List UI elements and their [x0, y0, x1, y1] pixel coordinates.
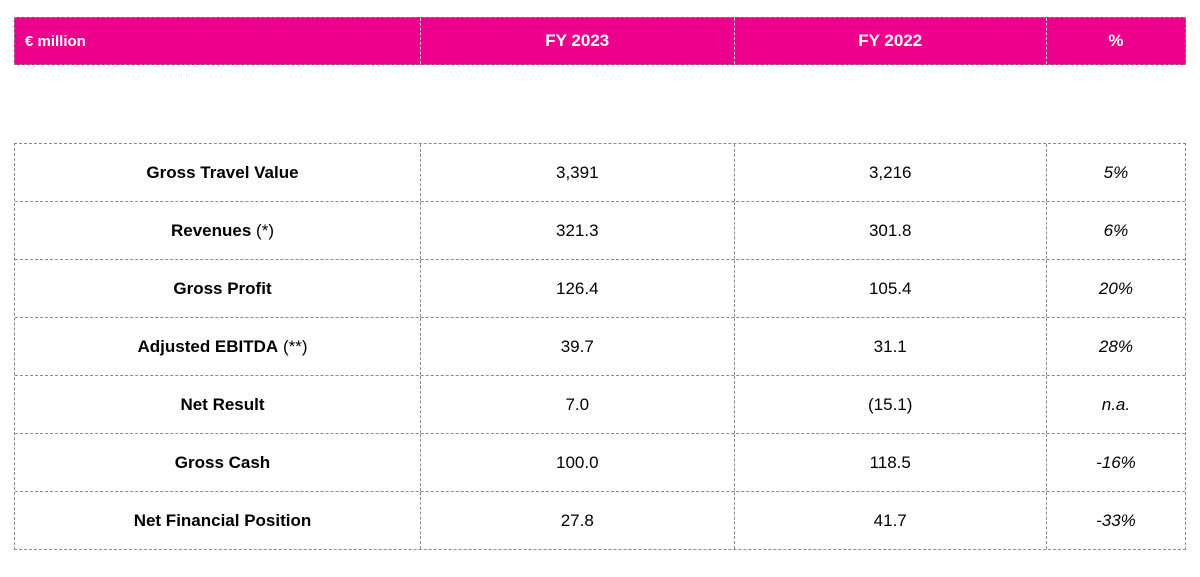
- fy2023-value: 39.7: [421, 318, 735, 375]
- row-label-cell: Net Result: [15, 376, 421, 433]
- fy2023-value: 100.0: [421, 434, 735, 491]
- fy2023-value: 126.4: [421, 260, 735, 317]
- fy2023-value: 321.3: [421, 202, 735, 259]
- table-row: Gross Profit 126.4 105.4 20%: [15, 260, 1185, 318]
- table-header-row: € million FY 2023 FY 2022 %: [14, 17, 1186, 65]
- table-row: Net Result 7.0 (15.1) n.a.: [15, 376, 1185, 434]
- row-label: Revenues: [170, 220, 252, 240]
- pct-value: 5%: [1103, 162, 1129, 182]
- column-header-pct: %: [1108, 31, 1124, 50]
- table-body: Gross Travel Value 3,391 3,216 5% Revenu…: [14, 143, 1186, 550]
- fy2023-value: 3,391: [421, 144, 735, 201]
- pct-value: 28%: [1098, 336, 1133, 356]
- header-body-spacer: [14, 65, 1186, 143]
- fy2022-value: 118.5: [735, 434, 1047, 491]
- table-row: Gross Travel Value 3,391 3,216 5%: [15, 144, 1185, 202]
- fy2022-value: (15.1): [735, 376, 1047, 433]
- table-row: Net Financial Position 27.8 41.7 -33%: [15, 492, 1185, 549]
- row-label: Net Financial Position: [133, 510, 312, 530]
- row-label: Gross Travel Value: [146, 162, 299, 182]
- row-label-cell: Revenues (*): [15, 202, 421, 259]
- pct-value: n.a.: [1101, 394, 1131, 414]
- pct-value: 20%: [1098, 278, 1133, 298]
- row-label-cell: Gross Profit: [15, 260, 421, 317]
- row-label: Net Result: [180, 394, 265, 414]
- row-label-note: (*): [251, 220, 274, 240]
- row-label-cell: Adjusted EBITDA (**): [15, 318, 421, 375]
- table-row: Gross Cash 100.0 118.5 -16%: [15, 434, 1185, 492]
- fy2023-value: 27.8: [421, 492, 735, 549]
- row-label-cell: Gross Travel Value: [15, 144, 421, 201]
- column-header-fy2023: FY 2023: [421, 18, 735, 64]
- pct-value: -33%: [1096, 510, 1136, 530]
- row-label: Adjusted EBITDA: [137, 336, 279, 356]
- fy2023-value: 7.0: [421, 376, 735, 433]
- fy2022-value: 41.7: [735, 492, 1047, 549]
- table-row: Revenues (*) 321.3 301.8 6%: [15, 202, 1185, 260]
- pct-value: -16%: [1096, 452, 1136, 472]
- table-row: Adjusted EBITDA (**) 39.7 31.1 28%: [15, 318, 1185, 376]
- row-label-cell: Net Financial Position: [15, 492, 421, 549]
- unit-label: € million: [15, 18, 421, 64]
- fy2022-value: 3,216: [735, 144, 1047, 201]
- row-label: Gross Profit: [173, 278, 272, 298]
- fy2022-value: 31.1: [735, 318, 1047, 375]
- fy2022-value: 105.4: [735, 260, 1047, 317]
- column-header-fy2022: FY 2022: [735, 18, 1047, 64]
- row-label-cell: Gross Cash: [15, 434, 421, 491]
- fy2022-value: 301.8: [735, 202, 1047, 259]
- row-label-note: (**): [278, 336, 308, 356]
- pct-value: 6%: [1103, 220, 1129, 240]
- row-label: Gross Cash: [174, 452, 271, 472]
